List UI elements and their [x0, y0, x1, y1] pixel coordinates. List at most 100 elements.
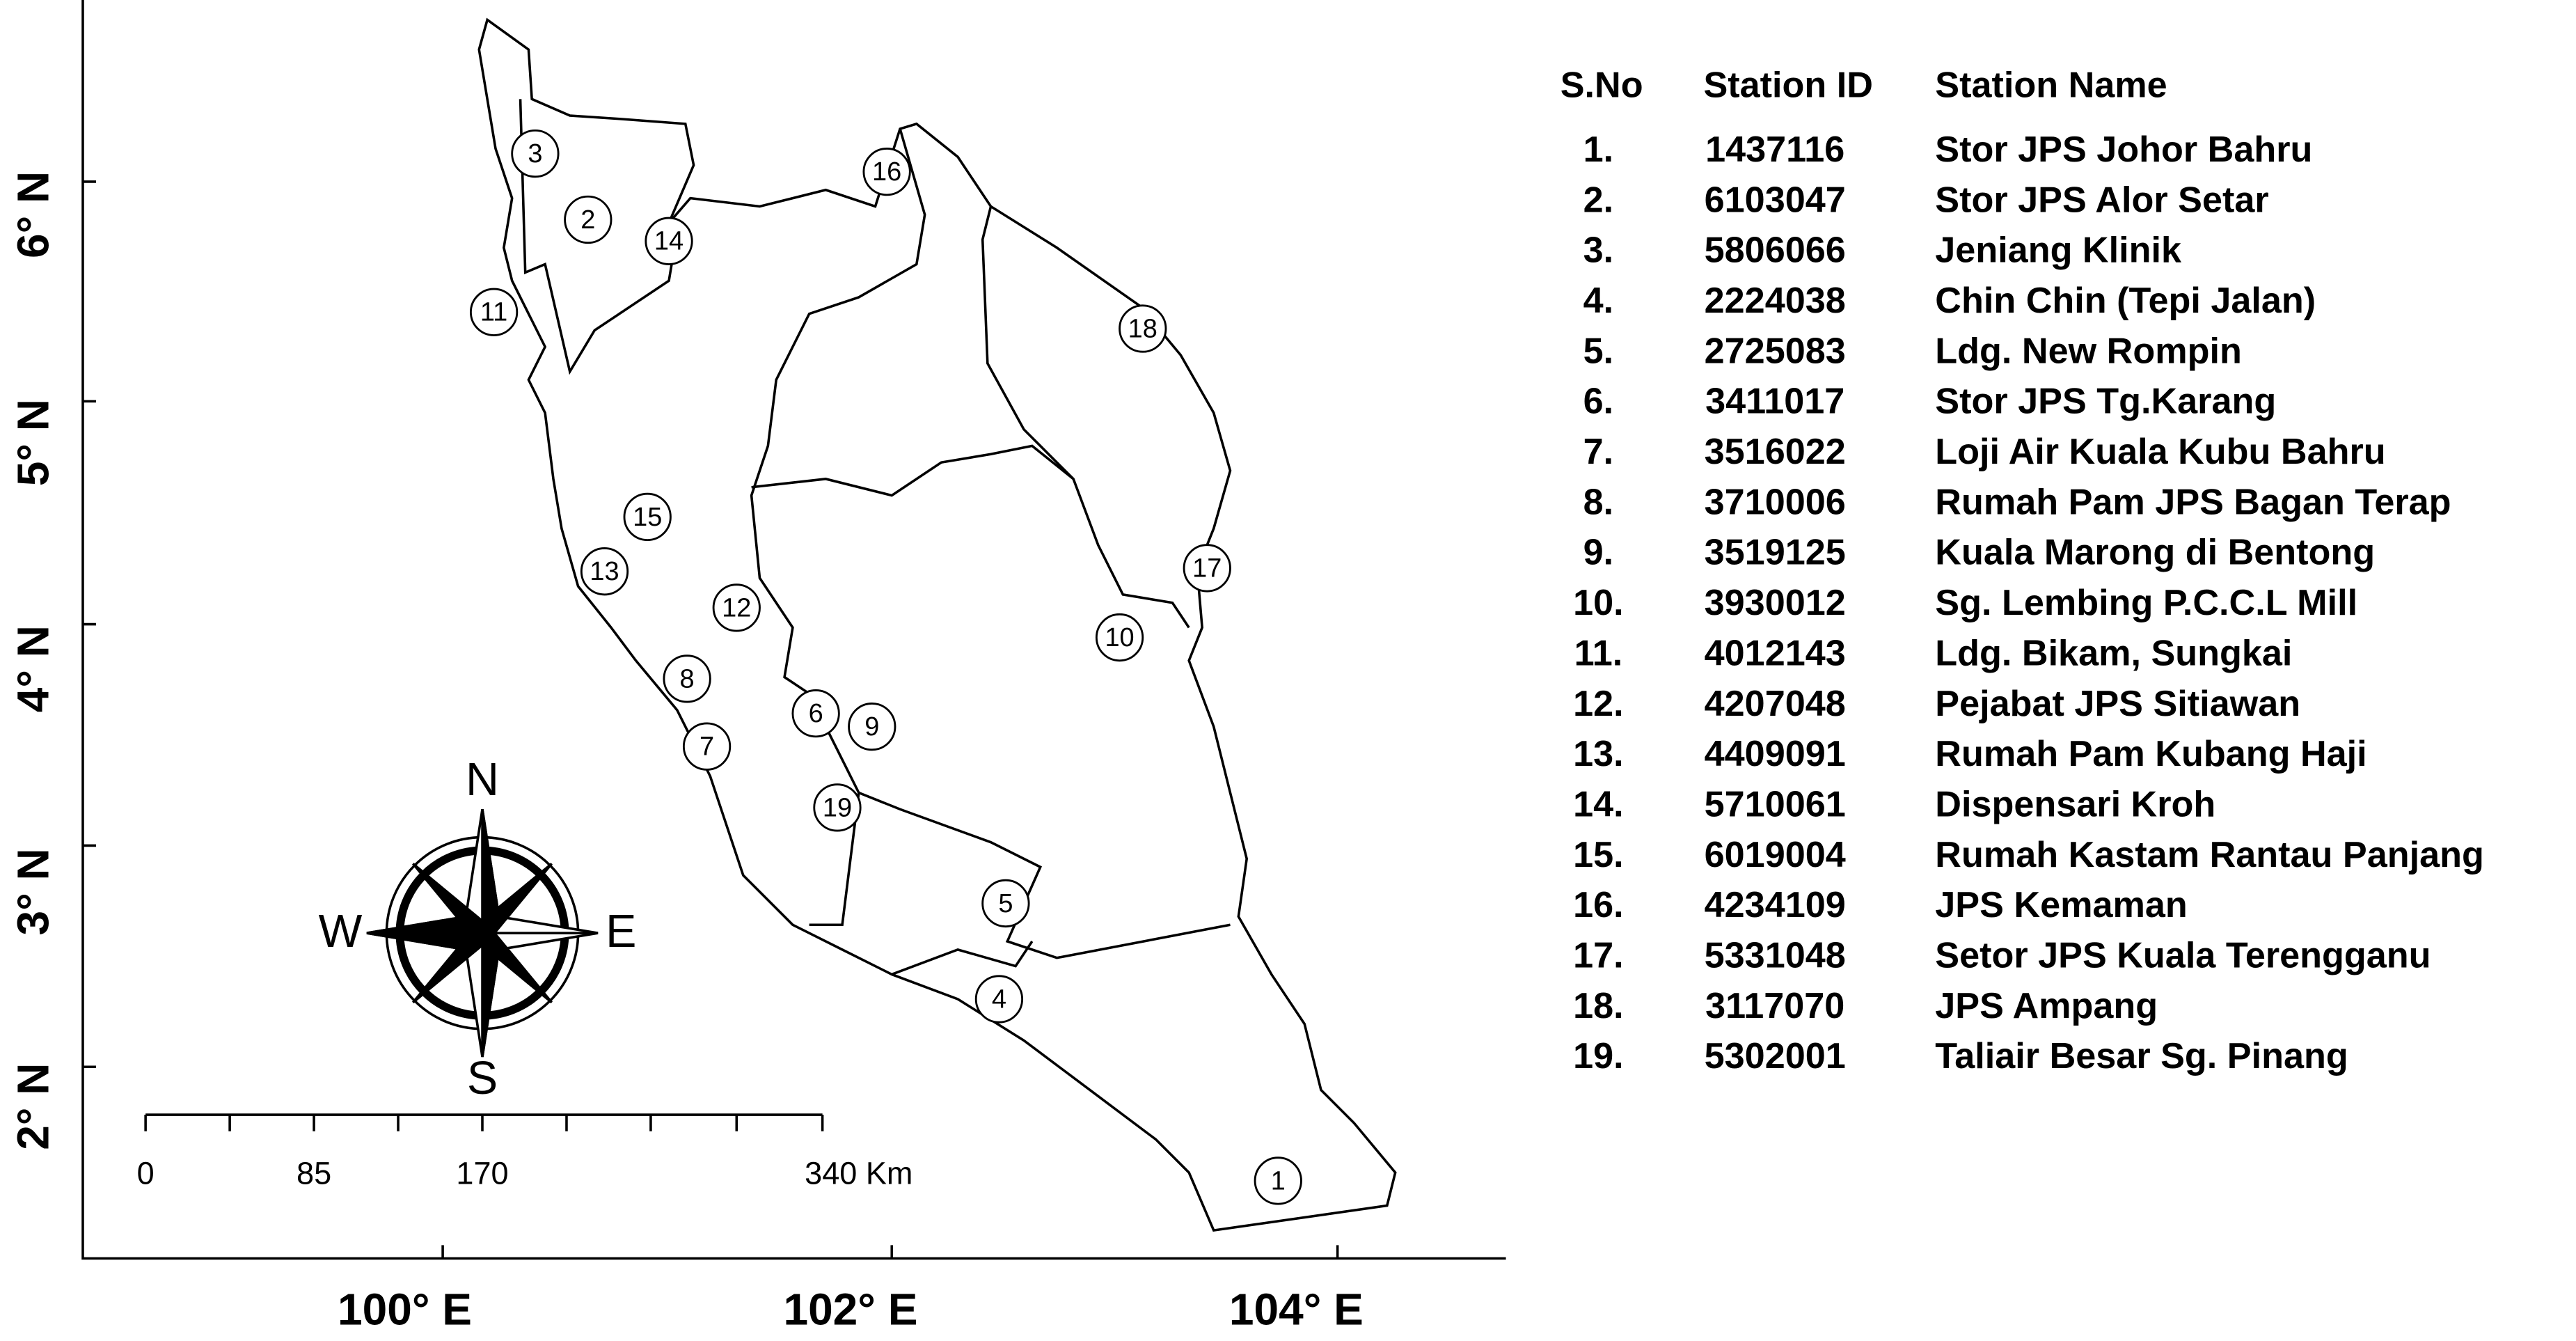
station-marker [712, 583, 761, 632]
table-cell: Sg. Lembing P.C.C.L Mill [1935, 583, 2357, 623]
station-number: 5 [998, 889, 1013, 918]
station-marker [1183, 544, 1231, 593]
table-cell: Rumah Kastam Rantau Panjang [1935, 835, 2484, 875]
x-axis-label: 100° E [338, 1285, 472, 1335]
table-cell: Dispensari Kroh [1935, 784, 2215, 824]
station-number: 12 [722, 593, 751, 622]
y-axis-label: 4° N [8, 625, 58, 712]
table-cell: Jeniang Klinik [1935, 230, 2182, 271]
station-number: 11 [480, 298, 507, 327]
station-number: 7 [700, 732, 714, 762]
table-cell: 3117070 [1705, 986, 1844, 1026]
table-cell: 16. [1573, 885, 1624, 925]
y-axis-label: 6° N [8, 171, 58, 258]
map-outline [81, 0, 1506, 1260]
table-cell: JPS Ampang [1935, 986, 2158, 1026]
scale-label: 85 [297, 1156, 331, 1191]
table-cell: 5331048 [1705, 935, 1846, 975]
table-cell: Rumah Pam JPS Bagan Terap [1935, 482, 2451, 522]
station-number: 3 [528, 139, 542, 168]
axes [81, 0, 1506, 1260]
table-cell: 14. [1573, 784, 1624, 824]
station-marker [682, 722, 732, 771]
station-marker [981, 879, 1030, 928]
table-cell: 8. [1583, 482, 1614, 522]
table-cell: 2. [1583, 180, 1614, 220]
table-cell: 5302001 [1705, 1036, 1846, 1076]
table-cell: Setor JPS Kuala Terengganu [1935, 935, 2431, 975]
station-marker [645, 217, 693, 265]
peninsula [477, 17, 1397, 1232]
table-cell: 4207048 [1705, 684, 1846, 724]
station-marker [813, 783, 862, 832]
table-cell: JPS Kemaman [1935, 885, 2187, 925]
state-border [751, 444, 1075, 976]
table-cell: 12. [1573, 684, 1624, 724]
station-number: 1 [1271, 1166, 1286, 1195]
table-header: Station ID [1703, 65, 1872, 105]
scale-label: 0 [137, 1156, 155, 1191]
station-marker [623, 492, 672, 542]
table-cell: 5710061 [1705, 784, 1846, 824]
table-cell: 17. [1573, 935, 1624, 975]
compass-rose [366, 808, 599, 1058]
table-cell: 2224038 [1705, 281, 1846, 321]
scale-label: 340 Km [805, 1156, 912, 1191]
station-number: 2 [580, 205, 595, 235]
table-cell: 5806066 [1705, 230, 1846, 271]
y-axis-label: 2° N [8, 1063, 58, 1150]
x-axis-label: 102° E [783, 1285, 917, 1335]
axis-ticks [82, 180, 1339, 1259]
y-axis-label: 5° N [8, 399, 58, 486]
table-cell: 15. [1573, 835, 1624, 875]
station-marker [862, 148, 911, 196]
table-cell: 19. [1573, 1036, 1624, 1076]
table-cell: Taliair Besar Sg. Pinang [1935, 1036, 2348, 1076]
station-number: 19 [823, 793, 852, 822]
table-cell: Stor JPS Tg.Karang [1935, 382, 2276, 422]
table-cell: 3519125 [1705, 533, 1846, 573]
table-header: Station Name [1935, 65, 2167, 105]
table-cell: 18. [1573, 986, 1624, 1026]
table-cell: 4012143 [1705, 633, 1846, 673]
scale-label: 170 [456, 1156, 508, 1191]
table-cell: 1. [1583, 130, 1614, 170]
station-marker [848, 703, 896, 751]
station-number: 6 [809, 699, 823, 728]
station-marker [1095, 613, 1144, 662]
table-cell: 3. [1583, 230, 1614, 271]
table-cell: 3411017 [1705, 382, 1844, 422]
station-marker [974, 975, 1024, 1024]
x-axis-label: 104° E [1229, 1285, 1364, 1335]
table-cell: Stor JPS Johor Bahru [1935, 130, 2312, 170]
compass-letter: W [319, 906, 363, 957]
table-cell: 13. [1573, 734, 1624, 774]
table-cell: Stor JPS Alor Setar [1935, 180, 2268, 220]
table-cell: 3710006 [1705, 482, 1846, 522]
station-number: 18 [1128, 314, 1157, 343]
table-cell: Ldg. New Rompin [1935, 331, 2242, 371]
table-cell: Pejabat JPS Sitiawan [1935, 684, 2300, 724]
table-cell: 4409091 [1705, 734, 1846, 774]
scale-bar [144, 1113, 824, 1131]
table-cell: 6019004 [1705, 835, 1846, 875]
station-marker [663, 654, 711, 703]
compass-letter: S [467, 1053, 498, 1104]
table-cell: Loji Air Kuala Kubu Bahru [1935, 432, 2385, 472]
table-cell: 5. [1583, 331, 1614, 371]
table-cell: 6. [1583, 382, 1614, 422]
table-cell: Chin Chin (Tepi Jalan) [1935, 281, 2316, 321]
table-cell: Ldg. Bikam, Sungkai [1935, 633, 2292, 673]
compass-star [412, 863, 553, 1004]
table-cell: 2725083 [1705, 331, 1846, 371]
station-number: 9 [864, 712, 879, 742]
station-marker [564, 195, 613, 244]
compass-letter: N [466, 754, 499, 806]
y-axis-label: 3° N [8, 848, 58, 935]
station-number: 14 [654, 227, 683, 256]
station-marker [580, 547, 629, 596]
table-header: S.No [1560, 65, 1643, 105]
station-number: 13 [590, 557, 619, 586]
